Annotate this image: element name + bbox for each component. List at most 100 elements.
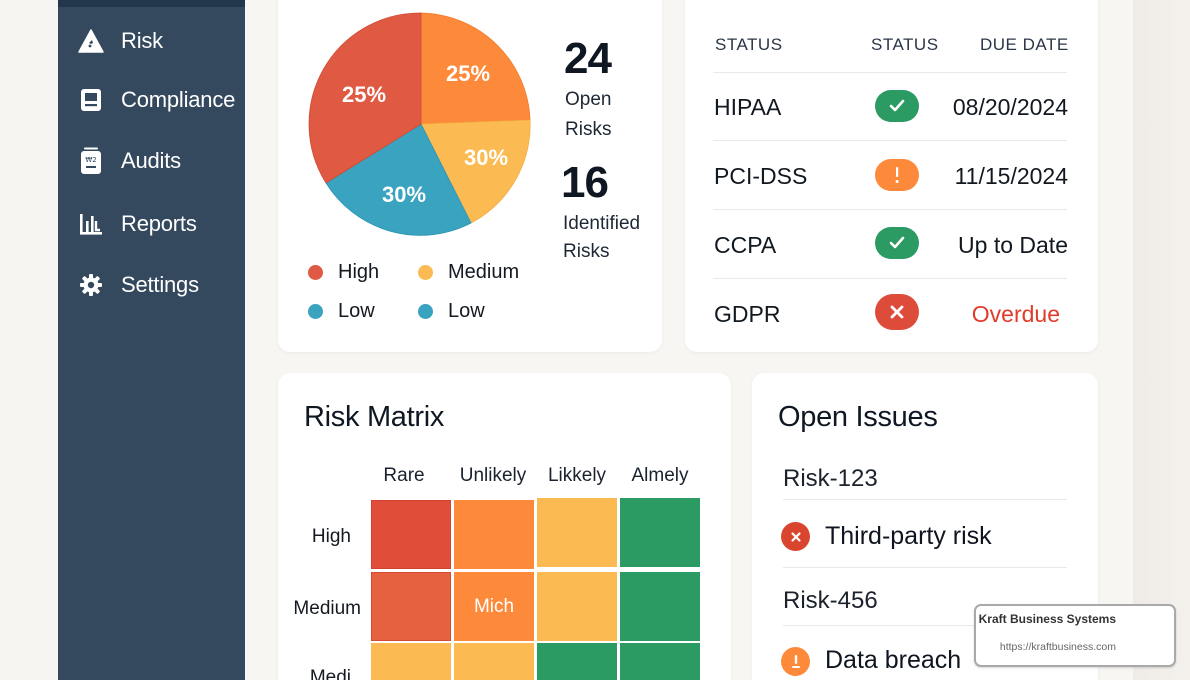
legend-dot [308,265,323,280]
svg-text:₩2: ₩2 [85,156,96,164]
watermark-badge: Kraft Business Systems https://kraftbusi… [974,604,1176,667]
divider [713,72,1067,73]
matrix-cell[interactable] [371,643,451,680]
column-header: STATUS [871,35,939,54]
matrix-column-label: Rare [383,465,425,486]
sidebar-item-label: Reports [121,211,197,236]
clipboard-icon: ₩2 [78,147,104,174]
card-title: Open Issues [778,401,938,433]
background-right [1133,0,1190,680]
matrix-row-label: High [311,526,351,547]
issue-id: Risk-123 [783,465,878,492]
pie-label-high: 25% [341,82,387,107]
matrix-cell[interactable]: Mich [454,572,534,641]
legend-dot [418,265,433,280]
identified-risks-label: Identified [563,213,641,234]
due-date: 11/15/2024 [954,163,1068,189]
pie-label-low: 30% [381,182,427,207]
sidebar-item-label: Risk [121,28,163,53]
legend-item-low: Low [308,300,375,323]
sidebar-item-settings[interactable]: Settings [58,263,245,307]
due-date-overdue: Overdue [971,301,1060,327]
x-circle-icon [781,522,810,551]
regulation-name: CCPA [714,232,777,258]
due-date: Up to Date [958,232,1068,258]
divider [713,209,1067,210]
gear-icon [78,272,104,298]
matrix-cell[interactable] [620,643,700,680]
sidebar-item-risk[interactable]: Risk [58,19,245,63]
regulation-name: PCI-DSS [714,163,808,189]
legend-dot [418,304,433,319]
background-left [0,0,58,680]
check-icon [875,90,919,122]
risk-distribution-card: 25% 25% 30% 30% 24 Open Risks 16 Identif… [278,0,662,352]
risk-pie-chart [308,12,531,236]
sidebar-item-reports[interactable]: Reports [58,202,245,246]
compliance-status-card: STATUS STATUS DUE DATE HIPAA 08/20/2024 … [685,0,1098,352]
divider [783,567,1067,568]
alert-circle-icon [781,647,810,676]
divider [713,140,1067,141]
sidebar: Risk Compliance ₩2 Audits Reports Settin… [58,0,245,680]
matrix-cell[interactable] [537,498,617,567]
watermark-company-name: Kraft Business Systems [978,612,1116,626]
pie-slice-medium-orange[interactable] [420,12,531,125]
main-content: 25% 25% 30% 30% 24 Open Risks 16 Identif… [245,0,1133,680]
matrix-row-label: Medi [309,667,351,680]
legend-dot [308,304,323,319]
matrix-cell[interactable] [620,572,700,641]
open-risks-label: Risks [565,119,612,140]
divider [713,278,1067,279]
pie-label-medium-yellow: 30% [463,145,509,170]
identified-risks-count: 16 [561,158,609,207]
legend-item-low: Low [418,300,485,323]
watermark-url: https://kraftbusiness.com [999,641,1116,653]
exclamation-icon [875,159,919,191]
due-date: 08/20/2024 [952,94,1068,120]
matrix-cell[interactable] [537,643,617,680]
column-header: STATUS [715,35,783,54]
sidebar-item-label: Settings [121,272,199,297]
open-risks-label: Open [565,89,612,110]
divider [783,499,1067,500]
legend-item-high: High [308,261,379,284]
matrix-cell[interactable] [371,572,451,641]
matrix-column-label: Almely [631,465,689,486]
bar-chart-icon [78,211,104,237]
open-issues-card: Open Issues Risk-123 Third-party risk Ri… [752,373,1098,680]
sidebar-item-label: Audits [121,148,181,173]
regulation-name: HIPAA [714,94,782,120]
issue-id: Risk-456 [783,587,878,614]
matrix-cell[interactable] [620,498,700,567]
regulation-name: GDPR [714,301,781,327]
matrix-row-label: Medium [293,598,361,619]
check-icon [875,227,919,259]
matrix-cell[interactable] [454,500,534,569]
document-icon [78,87,104,113]
risk-matrix-card: Risk Matrix Rare Unlikely Likkely Almely… [278,373,731,680]
divider [783,625,1067,626]
sidebar-item-label: Compliance [121,87,236,112]
open-risks-count: 24 [564,34,612,83]
sidebar-item-compliance[interactable]: Compliance [58,78,245,122]
matrix-cell[interactable] [537,572,617,641]
sidebar-active-indicator [58,0,245,7]
pie-slice-high[interactable] [308,12,422,184]
issue-description: Third-party risk [825,522,992,550]
matrix-cell[interactable] [371,500,451,569]
card-title: Risk Matrix [304,401,445,433]
pie-slice-medium-yellow[interactable] [420,119,531,224]
sidebar-item-audits[interactable]: ₩2 Audits [58,139,245,183]
column-header: DUE DATE [980,35,1069,54]
pie-label-medium-orange: 25% [445,61,491,86]
matrix-column-label: Unlikely [459,465,527,486]
pie-slice-low[interactable] [325,123,472,236]
legend-item-medium: Medium [418,261,519,284]
x-icon [875,294,919,330]
issue-description: Data breach [825,646,962,674]
matrix-cell[interactable] [454,643,534,680]
warning-triangle-icon [78,28,104,54]
matrix-column-label: Likkely [547,465,607,486]
